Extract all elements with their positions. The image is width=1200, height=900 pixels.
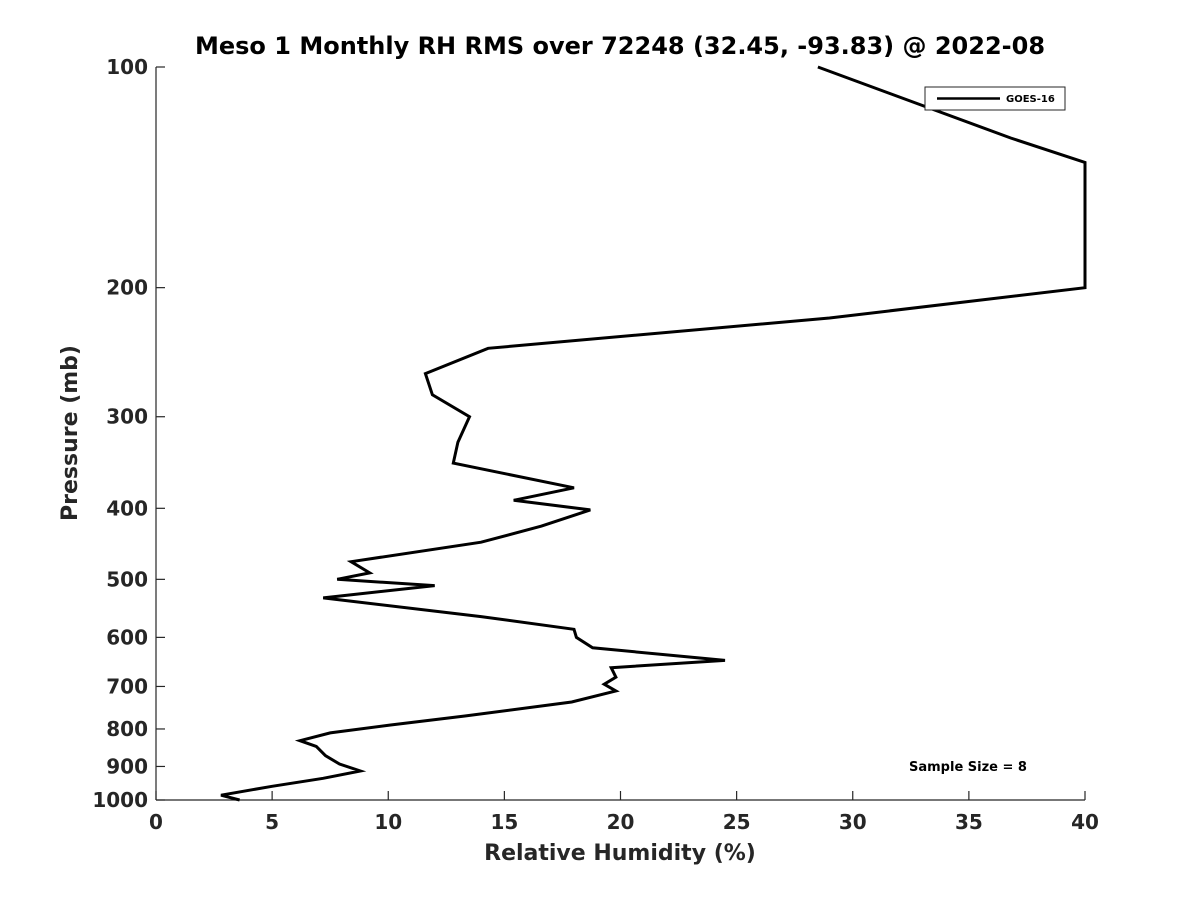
y-tick-label: 800 xyxy=(106,717,148,741)
x-tick-label: 35 xyxy=(955,810,983,834)
y-tick-label: 900 xyxy=(106,754,148,778)
y-axis-ticks: 100 200 300 400 500 600 700 800 900 1000 xyxy=(92,55,165,812)
plot-area: 0 5 10 15 20 25 30 35 40 100 200 300 400 500 600 700 80… xyxy=(92,55,1099,834)
legend: GOES-16 xyxy=(924,86,1066,111)
x-tick-label: 25 xyxy=(723,810,751,834)
x-axis-label: Relative Humidity (%) xyxy=(484,841,756,866)
series-group xyxy=(220,65,1087,802)
y-tick-label: 300 xyxy=(106,405,148,429)
x-axis-ticks: 0 5 10 15 20 25 30 35 40 xyxy=(149,791,1099,834)
y-tick-label: 200 xyxy=(106,276,148,300)
y-tick-label: 1000 xyxy=(92,788,148,812)
series-line-goes-16 xyxy=(220,65,1087,802)
x-tick-label: 15 xyxy=(490,810,518,834)
sample-size-annotation: Sample Size = 8 xyxy=(909,760,1027,775)
x-tick-label: 10 xyxy=(374,810,402,834)
y-tick-label: 100 xyxy=(106,55,148,79)
legend-label-goes-16: GOES-16 xyxy=(1006,94,1055,105)
x-tick-label: 5 xyxy=(265,810,279,834)
y-tick-label: 600 xyxy=(106,625,148,649)
x-tick-label: 0 xyxy=(149,810,163,834)
y-tick-label: 700 xyxy=(106,674,148,698)
chart-title: Meso 1 Monthly RH RMS over 72248 (32.45,… xyxy=(195,32,1045,60)
y-axis-label: Pressure (mb) xyxy=(58,345,83,521)
y-tick-label: 500 xyxy=(106,567,148,591)
x-tick-label: 30 xyxy=(839,810,867,834)
y-tick-label: 400 xyxy=(106,496,148,520)
x-tick-label: 20 xyxy=(607,810,635,834)
x-tick-label: 40 xyxy=(1071,810,1099,834)
